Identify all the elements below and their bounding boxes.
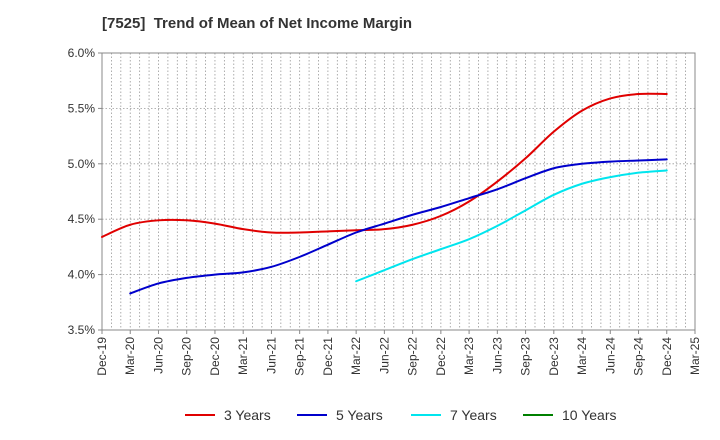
x-tick-label: Dec-23	[547, 337, 561, 376]
x-tick-label: Dec-20	[208, 337, 222, 376]
y-tick-label: 5.5%	[68, 101, 96, 115]
x-tick-label: Mar-24	[575, 337, 589, 375]
y-tick-label: 4.0%	[68, 268, 96, 282]
x-tick-label: Dec-22	[434, 337, 448, 376]
legend-label-3-years: 3 Years	[224, 407, 271, 423]
legend: 3 Years 5 Years 7 Years 10 Years	[185, 407, 617, 423]
x-tick-label: Sep-20	[180, 337, 194, 376]
x-tick-label: Dec-24	[660, 337, 674, 376]
chart-title: [7525] Trend of Mean of Net Income Margi…	[102, 15, 413, 32]
x-tick-label: Mar-22	[349, 337, 363, 375]
x-tick-label: Dec-19	[95, 337, 109, 376]
series-line-5-years	[129, 158, 668, 295]
legend-label-5-years: 5 Years	[336, 407, 383, 423]
x-tick-label: Jun-20	[151, 337, 165, 374]
legend-label-7-years: 7 Years	[450, 407, 497, 423]
y-tick-label: 5.0%	[68, 157, 96, 171]
x-tick-label: Sep-23	[519, 337, 533, 376]
x-tick-label: Jun-22	[377, 337, 391, 374]
x-tick-label: Mar-20	[123, 337, 137, 375]
x-tick-label: Mar-25	[688, 337, 702, 375]
axes: 3.5% 4.0% 4.5% 5.0% 5.5% 6.0% Dec-19 Mar-20 Jun-…	[68, 46, 702, 376]
x-tick-label: Mar-23	[462, 337, 476, 375]
x-tick-label: Sep-24	[632, 337, 646, 376]
x-tick-label: Jun-21	[264, 337, 278, 374]
plot-area-frame	[101, 52, 696, 331]
y-tick-label: 4.5%	[68, 212, 96, 226]
y-tick-label: 3.5%	[68, 323, 96, 337]
x-tick-label: Dec-21	[321, 337, 335, 376]
x-tick-label: Sep-21	[293, 337, 307, 376]
x-tick-label: Sep-22	[406, 337, 420, 376]
series-line-7-years	[355, 169, 668, 283]
series-lines	[101, 92, 668, 295]
x-tick-label: Jun-24	[603, 337, 617, 374]
x-tick-label: Jun-23	[490, 337, 504, 374]
legend-label-10-years: 10 Years	[562, 407, 617, 423]
x-tick-label: Mar-21	[236, 337, 250, 375]
series-line-3-years	[101, 92, 668, 238]
grid-lines	[102, 53, 695, 330]
y-tick-label: 6.0%	[68, 46, 96, 60]
